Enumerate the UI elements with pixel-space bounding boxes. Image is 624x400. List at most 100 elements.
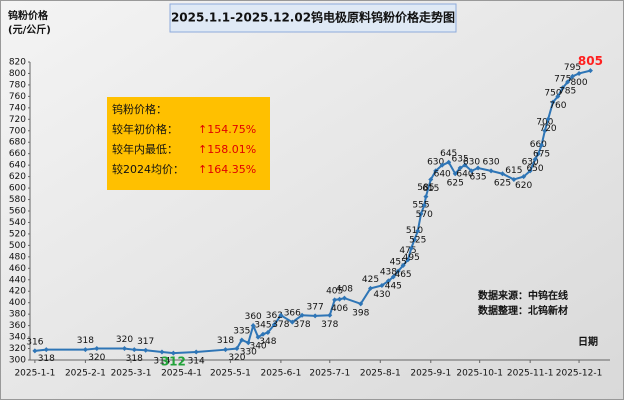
- annotation-label: 较年初价格：: [112, 122, 178, 136]
- data-label: 408: [336, 285, 353, 295]
- y-tick-label: 400: [9, 298, 26, 308]
- data-label: 775: [554, 74, 571, 84]
- marker: [418, 211, 424, 217]
- data-label: 316: [26, 337, 43, 347]
- y-tick-label: 460: [9, 264, 26, 274]
- y-tick-label: 520: [9, 229, 26, 239]
- marker: [260, 331, 266, 337]
- data-label: 312: [161, 355, 186, 369]
- marker: [234, 346, 240, 352]
- marker: [423, 194, 429, 200]
- y-tick-label: 720: [9, 115, 26, 125]
- marker: [131, 347, 137, 353]
- data-label: 795: [564, 63, 581, 73]
- data-label: 378: [321, 320, 338, 330]
- marker: [457, 165, 463, 171]
- x-tick-label: 2025-11-1: [507, 369, 554, 379]
- marker: [379, 283, 385, 288]
- annotation-change: ↑164.35%: [198, 163, 256, 176]
- data-label: 318: [38, 354, 55, 364]
- x-axis-label: 日期: [578, 335, 598, 348]
- marker: [411, 237, 417, 243]
- data-label: 465: [394, 270, 411, 280]
- data-label: 630: [427, 157, 444, 167]
- y-tick-label: 780: [9, 80, 26, 90]
- data-label: 445: [385, 281, 402, 291]
- y-tick-label: 560: [9, 207, 26, 217]
- data-label: 620: [515, 181, 532, 191]
- marker: [94, 346, 100, 352]
- marker: [428, 176, 434, 182]
- marker: [408, 245, 414, 251]
- data-label: 320: [88, 353, 105, 363]
- data-label: 675: [533, 150, 550, 160]
- y-tick-label: 800: [9, 69, 26, 79]
- marker: [358, 301, 364, 307]
- annotation-label: 较2024均价：: [112, 162, 184, 176]
- y-tick-label: 320: [9, 344, 26, 354]
- data-label: 720: [539, 124, 556, 134]
- marker: [405, 257, 411, 263]
- marker: [439, 162, 445, 168]
- marker: [368, 285, 374, 291]
- marker: [299, 312, 305, 318]
- data-label: 318: [77, 336, 94, 346]
- marker: [385, 278, 391, 284]
- data-label: 615: [505, 166, 522, 176]
- marker: [560, 85, 566, 91]
- marker: [400, 262, 406, 268]
- y-tick-label: 380: [9, 310, 26, 320]
- marker: [511, 176, 517, 182]
- y-axis-label: (元/公斤): [8, 23, 51, 36]
- marker: [570, 73, 576, 79]
- data-label: 377: [307, 302, 324, 312]
- data-label: 630: [482, 157, 499, 167]
- data-label: 314: [188, 356, 205, 366]
- marker: [475, 165, 481, 171]
- y-tick-label: 360: [9, 321, 26, 331]
- data-label: 366: [284, 309, 301, 319]
- data-label: 760: [549, 101, 566, 111]
- data-label: 317: [137, 337, 154, 347]
- marker: [239, 337, 245, 343]
- data-label: 348: [259, 337, 276, 347]
- marker: [223, 347, 229, 353]
- y-tick-label: 580: [9, 195, 26, 205]
- x-tick-label: 2025-1-1: [14, 369, 55, 379]
- marker: [499, 171, 505, 177]
- marker: [415, 228, 421, 234]
- marker: [43, 347, 49, 353]
- x-tick-label: 2025-6-1: [260, 369, 301, 379]
- data-label: 318: [217, 336, 234, 346]
- data-label: 625: [494, 178, 511, 188]
- y-tick-label: 620: [9, 172, 26, 182]
- marker: [545, 116, 551, 122]
- marker: [332, 297, 338, 303]
- marker: [265, 329, 271, 335]
- y-tick-label: 420: [9, 287, 26, 297]
- marker: [289, 319, 295, 325]
- data-label: 570: [416, 210, 433, 220]
- x-tick-label: 2025-3-1: [111, 369, 152, 379]
- y-tick-label: 440: [9, 275, 26, 285]
- x-tick-label: 2025-2-1: [65, 369, 106, 379]
- data-label: 640: [434, 170, 451, 180]
- data-label: 800: [570, 78, 587, 88]
- data-label: 750: [544, 89, 561, 99]
- marker: [341, 295, 347, 301]
- marker: [395, 268, 401, 274]
- data-label: 495: [403, 253, 420, 263]
- data-label: 378: [272, 320, 289, 330]
- annotation-change: ↑154.75%: [198, 123, 256, 136]
- x-tick-label: 2025-12-1: [556, 369, 603, 379]
- data-label: 425: [362, 275, 379, 285]
- y-tick-label: 680: [9, 138, 26, 148]
- data-label: 475: [399, 246, 416, 256]
- x-tick-label: 2025-8-1: [360, 369, 401, 379]
- marker: [193, 349, 199, 355]
- data-label: 345: [254, 321, 271, 331]
- marker: [421, 202, 427, 208]
- data-label: 405: [326, 286, 343, 296]
- annotation-box: [107, 97, 270, 190]
- x-tick-label: 2025-5-1: [210, 369, 251, 379]
